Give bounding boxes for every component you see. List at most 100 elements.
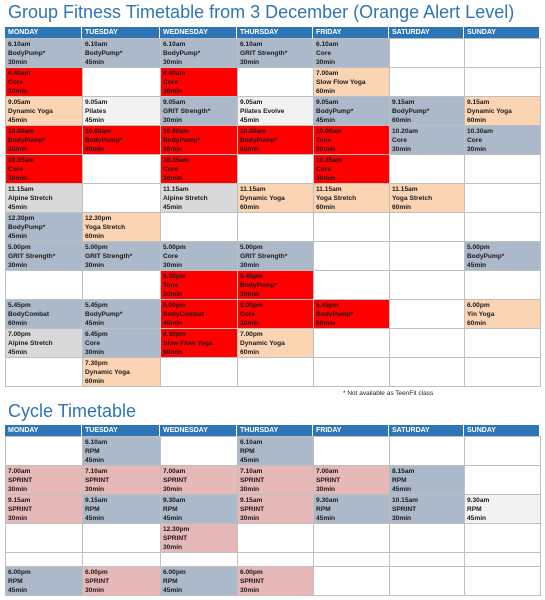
time: 6.00pm [240, 302, 263, 309]
duration: 60min [467, 117, 487, 124]
cell: 5.00pm GRIT Strength* 30min [5, 241, 83, 271]
class-name: SPRINT [316, 477, 341, 484]
class-name: Core [240, 311, 256, 318]
class-name: BodyPump* [163, 137, 201, 144]
day-header: THURSDAY [237, 425, 313, 436]
duration: 45min [163, 515, 183, 522]
duration: 60min [8, 320, 28, 327]
duration: 60min [467, 320, 487, 327]
class-name: Yoga Stretch [85, 224, 126, 231]
cell [464, 552, 541, 567]
cell: 10.00am BodyPump* 60min [237, 125, 314, 155]
cell [464, 270, 541, 300]
cell [313, 212, 390, 242]
cell: 6.00pm Yin Yoga 60min [464, 299, 541, 329]
class-name: Pilates Evolve [240, 108, 285, 115]
class-name: GRIT Strength* [163, 108, 211, 115]
cell: 12.30pm Yoga Stretch 60min [82, 212, 161, 242]
duration: 45min [85, 117, 105, 124]
class-name: BodyPump* [8, 50, 46, 57]
time: 7.30pm [85, 360, 108, 367]
duration: 60min [240, 146, 260, 153]
time: 6.30pm [163, 331, 186, 338]
class-name: BodyPump* [316, 311, 354, 318]
duration: 45min [467, 262, 487, 269]
cell [82, 270, 161, 300]
time: 9.30am [316, 497, 339, 504]
class-name: Alpine Stretch [8, 195, 53, 202]
cell [389, 436, 465, 466]
cell: 6.10am Core 30min [313, 38, 390, 68]
class-name: GRIT Strength* [240, 253, 288, 260]
cell [82, 552, 161, 567]
cell: 9.05am GRIT Strength* 30min [160, 96, 238, 126]
cell [389, 299, 465, 329]
cell: 6.30pm Slow Flow Yoga 60min [160, 328, 238, 358]
cell: 9.05am Dynamic Yoga 45min [5, 96, 83, 126]
cell [82, 523, 161, 553]
time: 6.10am [85, 41, 108, 48]
time: 9.05am [163, 99, 186, 106]
time: 10.35am [163, 157, 190, 164]
cell [389, 154, 465, 184]
cell [5, 270, 83, 300]
duration: 30min [316, 59, 336, 66]
class-name: Core [163, 79, 179, 86]
class-name: Core [8, 79, 24, 86]
cell: 7.10am SPRINT 30min [82, 465, 161, 495]
time: 5.00pm [8, 244, 31, 251]
duration: 30min [8, 515, 28, 522]
cell: 7.10am SPRINT 30min [237, 465, 314, 495]
cell [389, 38, 465, 68]
duration: 45min [8, 117, 28, 124]
class-name: Slow Flow Yoga [316, 79, 366, 86]
time: 6.45pm [85, 331, 108, 338]
class-name: Dynamic Yoga [240, 195, 285, 202]
class-name: SPRINT [240, 477, 265, 484]
time: 6.00pm [163, 302, 186, 309]
duration: 30min [467, 146, 487, 153]
class-name: RPM [392, 477, 407, 484]
time: 10.00am [163, 128, 190, 135]
duration: 45min [85, 515, 105, 522]
time: 9.15am [8, 497, 31, 504]
cell: 10.35am Core 30min [5, 154, 83, 184]
cell [464, 154, 541, 184]
time: 6.00pm [163, 569, 186, 576]
class-name: BodyCombat [163, 311, 205, 318]
duration: 45min [85, 59, 105, 66]
time: 7.00am [316, 468, 339, 475]
time: 7.00pm [240, 331, 263, 338]
duration: 60min [85, 378, 105, 385]
duration: 30min [8, 262, 28, 269]
class-name: BodyPump* [85, 50, 123, 57]
time: 6.00pm [240, 569, 263, 576]
cell [313, 552, 390, 567]
time: 6.10am [85, 439, 108, 446]
class-name: BodyPump* [392, 108, 430, 115]
class-name: Dynamic Yoga [240, 340, 285, 347]
time: 10.35am [8, 157, 35, 164]
cell: 6.10am GRIT Strength* 30min [237, 38, 314, 68]
cell: 10.35am Core 30min [160, 154, 238, 184]
duration: 30min [8, 146, 28, 153]
time: 7.00am [316, 70, 339, 77]
duration: 45min [163, 320, 183, 327]
cell [464, 436, 541, 466]
cell: 10.35am Core 30min [313, 154, 390, 184]
cell [464, 183, 541, 213]
duration: 45min [240, 117, 260, 124]
day-header: FRIDAY [313, 425, 389, 436]
cell [160, 552, 238, 567]
time: 11.15am [316, 186, 342, 193]
cell [5, 436, 83, 466]
cell [237, 357, 314, 387]
class-name: Yoga Stretch [316, 195, 357, 202]
cell: 6.00pm RPM 45min [160, 566, 238, 596]
class-name: Alpine Stretch [163, 195, 208, 202]
cell: 9.05am BodyPump* 45min [313, 96, 390, 126]
day-header: WEDNESDAY [160, 27, 237, 38]
cell: 5.00pm GRIT Strength* 30min [82, 241, 161, 271]
day-header: WEDNESDAY [160, 425, 237, 436]
cell: 6.10am BodyPump* 45min [82, 38, 161, 68]
